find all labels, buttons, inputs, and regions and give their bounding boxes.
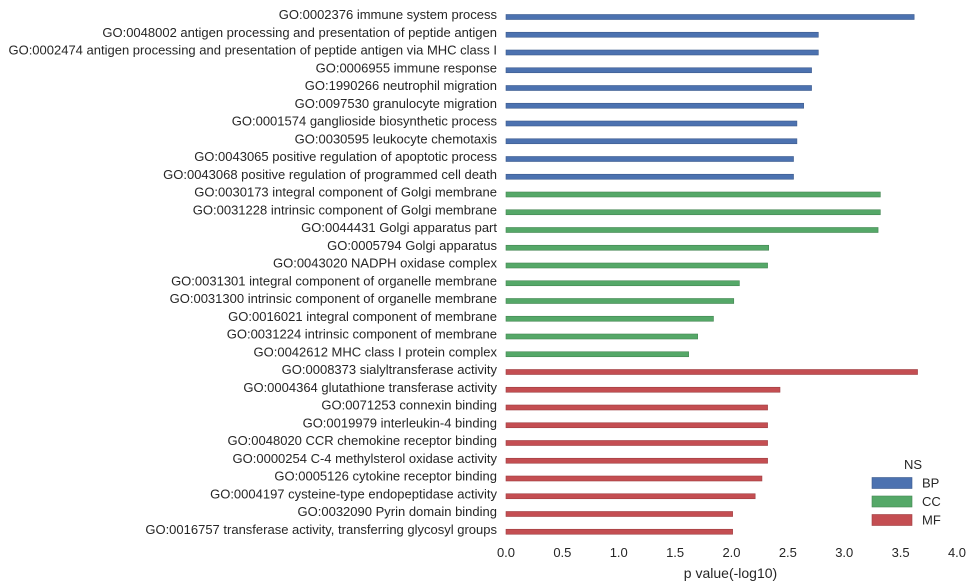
category-label: GO:0002474 antigen processing and presen…	[8, 43, 497, 58]
bar-cc	[505, 315, 714, 322]
bar-cc	[505, 227, 879, 233]
legend-swatch-mf	[871, 514, 913, 526]
bar-cc	[505, 209, 881, 216]
category-label: GO:0031301 integral component of organel…	[171, 273, 497, 288]
category-label: GO:0031300 intrinsic component of organe…	[170, 291, 497, 306]
category-label: GO:0000254 C-4 methylsterol oxidase acti…	[233, 451, 498, 466]
bar-bp	[505, 138, 798, 145]
x-tick-label: 0.5	[553, 545, 571, 560]
bar-mf	[505, 457, 768, 464]
bar-mf	[505, 528, 733, 535]
bar-mf	[505, 404, 768, 411]
bar-bp	[505, 173, 794, 180]
bars-layer	[505, 14, 918, 535]
category-label: GO:0005126 cytokine receptor binding	[274, 469, 497, 484]
bar-mf	[505, 369, 918, 375]
category-label: GO:0016757 transferase activity, transfe…	[145, 522, 497, 537]
legend: NS BP CC MF	[871, 457, 941, 528]
x-tick-label: 2.5	[779, 545, 797, 560]
bar-bp	[505, 85, 812, 91]
x-tick-label: 1.0	[610, 545, 628, 560]
category-label: GO:0032090 Pyrin domain binding	[298, 504, 497, 519]
bar-cc	[505, 351, 689, 358]
bar-bp	[505, 120, 798, 127]
legend-title: NS	[904, 457, 922, 472]
category-label: GO:0043020 NADPH oxidase complex	[273, 256, 498, 271]
x-tick-label: 1.5	[666, 545, 684, 560]
legend-swatch-cc	[871, 495, 913, 508]
category-label: GO:0043068 positive regulation of progra…	[163, 167, 497, 182]
bar-cc	[505, 280, 740, 287]
bar-mf	[505, 511, 733, 517]
bar-cc	[505, 262, 768, 269]
category-label: GO:0043065 positive regulation of apopto…	[194, 149, 497, 164]
category-label: GO:1990266 neutrophil migration	[305, 78, 497, 93]
category-label: GO:0016021 integral component of membran…	[228, 309, 497, 324]
category-labels-layer: GO:0002376 immune system process GO:00480…	[8, 7, 497, 537]
x-axis-ticks-layer: 0.0 0.5 1.0 1.5 2.0 2.5 3.0 3.5 4.0	[497, 545, 966, 560]
legend-label-cc: CC	[922, 494, 941, 509]
category-label: GO:0008373 sialyltransferase activity	[282, 362, 498, 377]
category-label: GO:0006955 immune response	[316, 60, 497, 75]
bar-cc	[505, 333, 698, 340]
bar-mf	[505, 493, 756, 500]
category-label: GO:0031228 intrinsic component of Golgi …	[193, 202, 497, 217]
legend-label-mf: MF	[922, 513, 941, 528]
bar-cc	[505, 244, 770, 251]
bar-mf	[505, 386, 781, 393]
x-axis-title: p value(-log10)	[684, 565, 777, 581]
bar-cc	[505, 191, 881, 198]
x-tick-label: 4.0	[948, 545, 966, 560]
x-tick-label: 3.0	[835, 545, 853, 560]
category-label: GO:0042612 MHC class I protein complex	[254, 344, 498, 359]
legend-swatch-bp	[871, 477, 913, 489]
bar-bp	[505, 49, 819, 56]
category-label: GO:0071253 connexin binding	[321, 398, 497, 413]
category-label: GO:0048002 antigen processing and presen…	[102, 25, 497, 40]
x-tick-label: 3.5	[892, 545, 910, 560]
bar-bp	[505, 156, 794, 162]
category-label: GO:0001574 ganglioside biosynthetic proc…	[232, 114, 498, 129]
category-label: GO:0044431 Golgi apparatus part	[301, 220, 497, 235]
bar-mf	[505, 475, 763, 482]
bar-bp	[505, 102, 804, 109]
category-label: GO:0002376 immune system process	[279, 7, 498, 22]
category-label: GO:0048020 CCR chemokine receptor bindin…	[227, 433, 497, 448]
category-label: GO:0030595 leukocyte chemotaxis	[295, 131, 498, 146]
category-label: GO:0031224 intrinsic component of membra…	[227, 327, 497, 342]
category-label: GO:0004197 cysteine-type endopeptidase a…	[210, 486, 497, 501]
category-label: GO:0004364 glutathione transferase activ…	[243, 380, 497, 395]
category-label: GO:0097530 granulocyte migration	[295, 96, 497, 111]
bar-cc	[505, 298, 735, 304]
legend-label-bp: BP	[922, 476, 939, 491]
bar-bp	[505, 67, 812, 74]
x-tick-label: 2.0	[722, 545, 740, 560]
x-tick-label: 0.0	[497, 545, 515, 560]
category-label: GO:0005794 Golgi apparatus	[327, 238, 497, 253]
bar-mf	[505, 440, 768, 446]
category-label: GO:0030173 integral component of Golgi m…	[194, 185, 497, 200]
bar-bp	[505, 31, 819, 38]
category-label: GO:0019979 interleukin-4 binding	[303, 415, 497, 430]
bar-bp	[505, 14, 915, 20]
bar-mf	[505, 422, 768, 429]
